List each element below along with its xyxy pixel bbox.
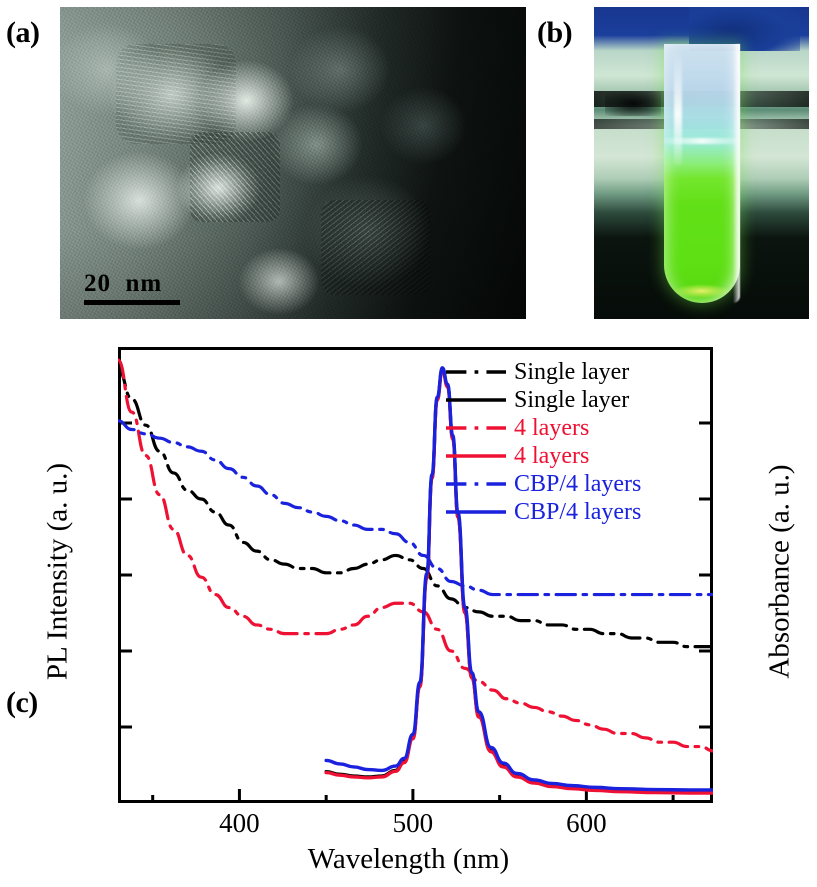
series-single-layer-absorbance [118, 367, 713, 649]
series-cbp-4-layers-absorbance [118, 419, 713, 597]
test-tube-liquid-meniscus [663, 137, 740, 144]
chart-legend: Single layer Single layer 4 layers 4 layers… [445, 358, 641, 525]
fluorescent-sample-photo [594, 7, 809, 319]
photo-dark-spot [604, 91, 661, 117]
uv-lamp-blue-region [688, 7, 801, 51]
panel-a-label: (a) [6, 16, 40, 49]
series-cbp-4-layers-pl [324, 366, 713, 792]
legend-item-label: CBP/4 layers [514, 498, 642, 525]
legend-item[interactable]: 4 layers [445, 442, 641, 469]
legend-line-swatch [446, 509, 506, 514]
tem-micrograph-image: 20 nm [60, 7, 526, 319]
spectra-chart-panel: (c) Wavelength (nm) PL Intensity (a. u.)… [0, 330, 817, 887]
scale-bar-line [84, 300, 180, 305]
legend-line-swatch [446, 481, 506, 486]
x-axis-title: Wavelength (nm) [307, 843, 510, 875]
series-4-layers-absorbance [118, 358, 713, 753]
test-tube-specular-highlight [674, 49, 683, 167]
legend-line-swatch [446, 369, 506, 374]
legend-item-label: Single layer [514, 358, 630, 385]
legend-item[interactable]: Single layer [445, 358, 641, 385]
panel-b-label: (b) [537, 16, 573, 49]
tem-vignette [60, 7, 526, 319]
x-tick-label-400: 400 [219, 808, 260, 838]
y-axis-right-title: Absorbance (a. u.) [763, 464, 796, 679]
test-tube-bottom-glow [672, 284, 731, 299]
test-tube [663, 44, 740, 304]
legend-item-label: CBP/4 layers [514, 470, 642, 497]
x-tick-label-500: 500 [392, 808, 434, 838]
legend-item-label: 4 layers [514, 442, 590, 469]
legend-item-label: 4 layers [514, 414, 590, 441]
legend-item[interactable]: CBP/4 layers [445, 470, 641, 497]
x-tick-label-600: 600 [566, 808, 607, 838]
scale-bar-label: 20 nm [84, 270, 163, 297]
legend-item-label: Single layer [514, 386, 630, 413]
legend-line-swatch [446, 397, 506, 402]
legend-line-swatch [446, 425, 506, 430]
panel-c-label: (c) [6, 686, 38, 719]
legend-line-swatch [446, 453, 506, 458]
y-axis-left-title: PL Intensity (a. u.) [41, 462, 74, 681]
legend-item[interactable]: Single layer [445, 386, 641, 413]
test-tube-right-edge-highlight [732, 44, 740, 304]
legend-item[interactable]: 4 layers [445, 414, 641, 441]
scale-bar: 20 nm [84, 271, 180, 305]
legend-item[interactable]: CBP/4 layers [445, 498, 641, 525]
